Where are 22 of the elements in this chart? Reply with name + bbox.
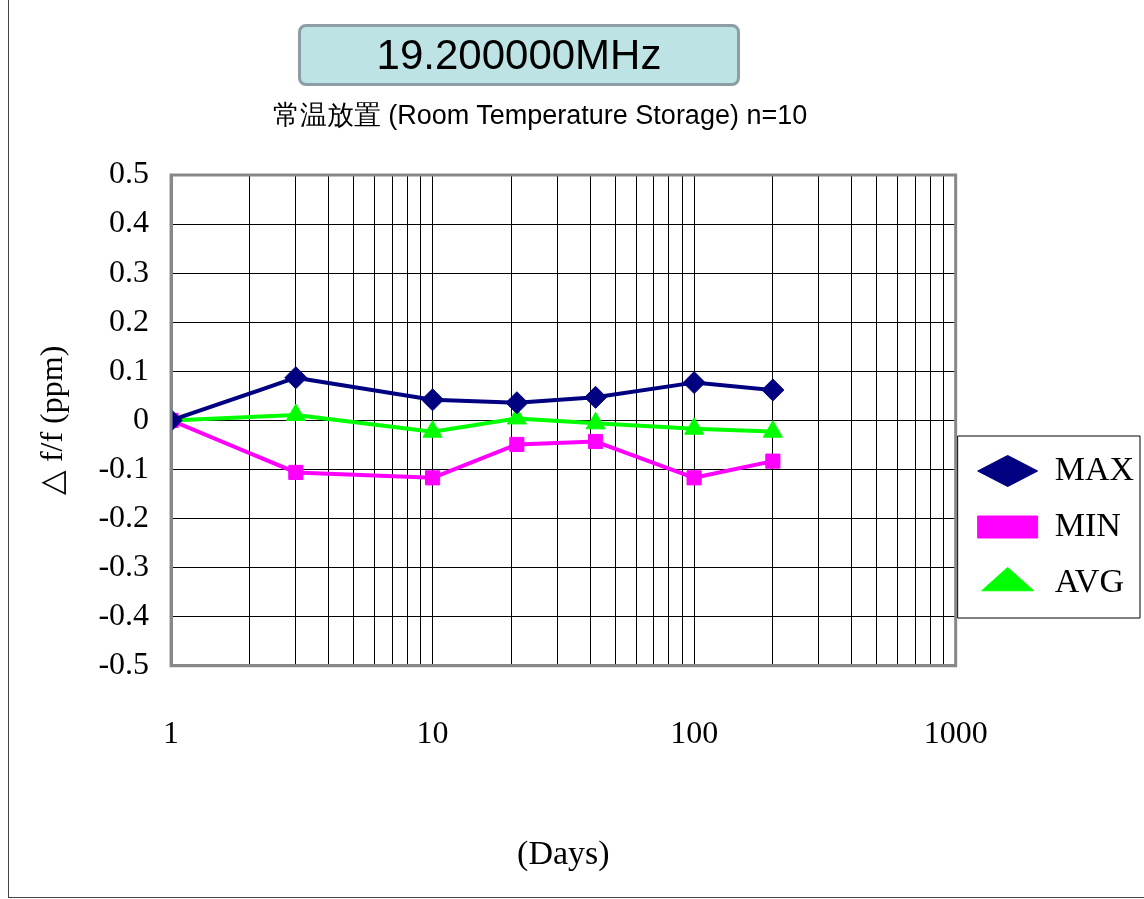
y-tick-label: -0.5 [98, 645, 150, 682]
y-tick-label: 0.2 [109, 301, 150, 338]
legend-label: MAX [1054, 449, 1134, 487]
y-tick-label: -0.2 [98, 497, 150, 534]
x-tick-label: 100 [670, 714, 719, 751]
y-tick-label: -0.3 [98, 547, 150, 584]
x-tick-label: 10 [416, 714, 449, 751]
y-tick-label: 0.5 [109, 154, 150, 191]
y-axis-title: △ f/f (ppm) [32, 345, 69, 496]
x-axis-title: (Days) [517, 833, 610, 872]
y-tick-label: -0.4 [98, 596, 150, 633]
chart-title: 19.200000MHz [298, 24, 740, 86]
x-tick-label: 1000 [923, 714, 988, 751]
x-tick-label: 1 [163, 714, 180, 751]
y-tick-label: 0 [133, 399, 150, 436]
y-tick-label: 0.3 [109, 252, 150, 289]
y-tick-label: 0.4 [109, 203, 150, 240]
legend-label: AVG [1054, 561, 1124, 599]
legend-label: MIN [1054, 505, 1121, 543]
chart-subtitle: 常温放置 (Room Temperature Storage) n=10 [271, 99, 809, 132]
y-tick-label: -0.1 [98, 448, 150, 485]
y-tick-label: 0.1 [109, 350, 150, 387]
